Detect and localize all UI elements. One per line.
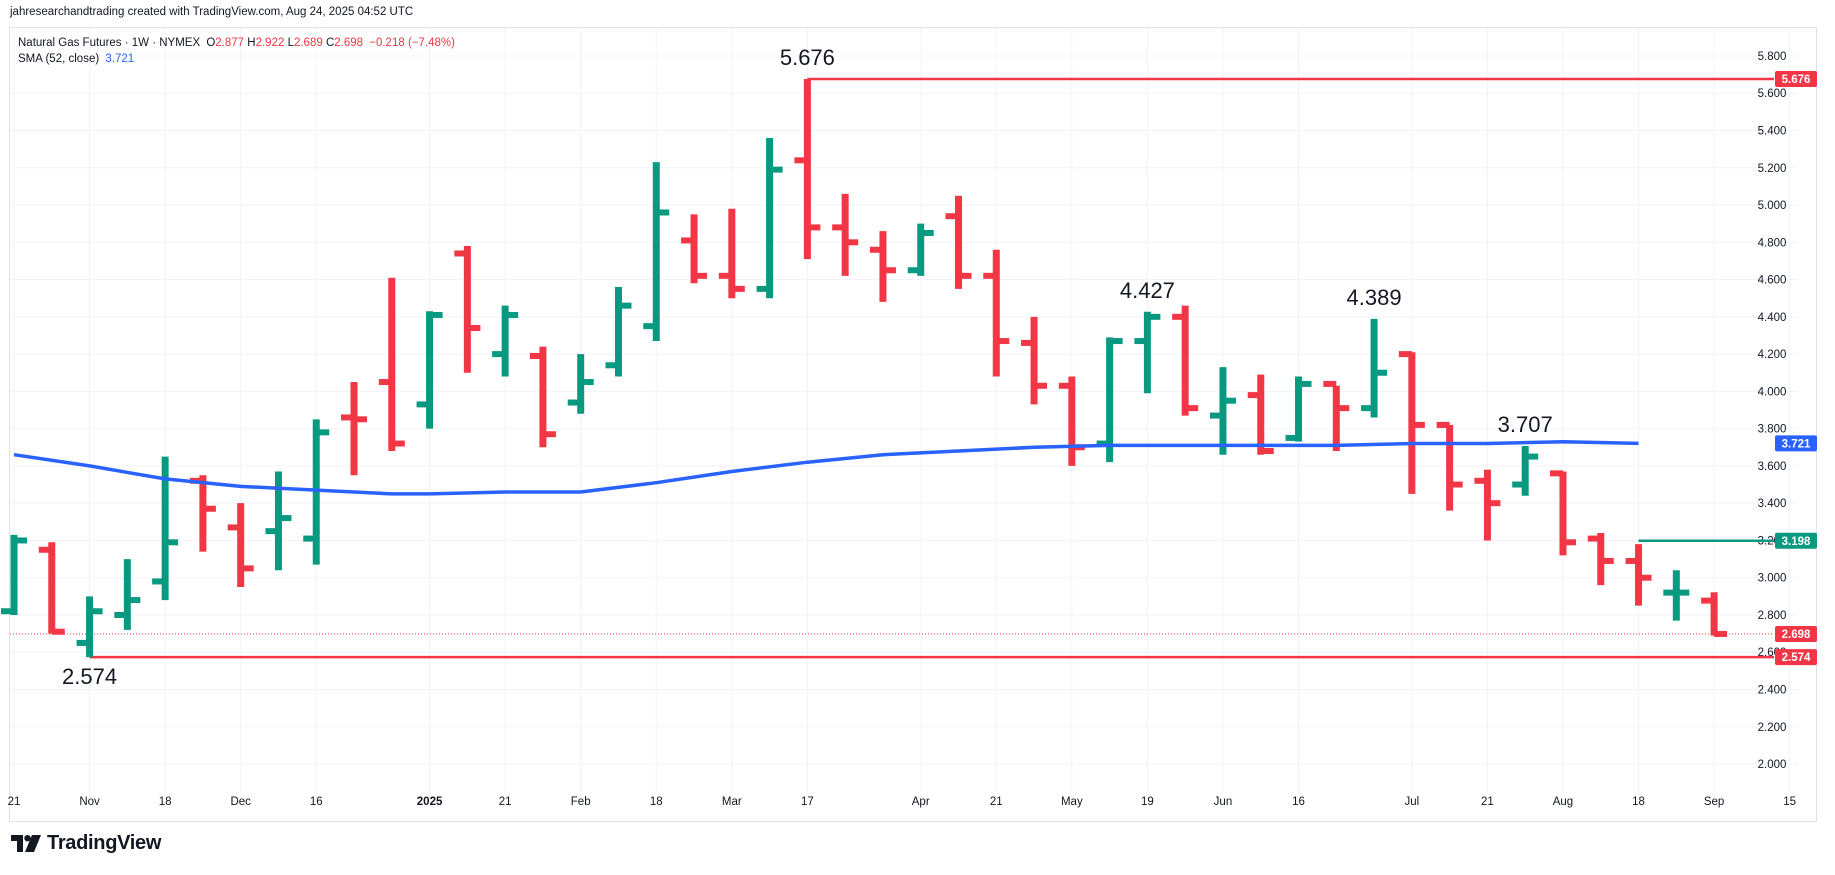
legend-sma-value: 3.721 [105,53,135,65]
price-annotation: 5.676 [780,45,835,70]
price-badge-label: 3.198 [1782,536,1811,548]
legend-open-value: 2.877 [215,37,245,49]
chart-frame [9,27,1817,822]
x-tick-label: 18 [159,796,172,808]
price-annotation: 2.574 [62,664,117,689]
x-tick-label: 21 [8,796,21,808]
tradingview-logo[interactable]: TradingView [11,832,161,855]
sma-line[interactable] [13,439,1639,496]
price-badge [1775,71,1817,88]
x-tick-label: 16 [310,796,323,808]
y-tick-label: 2.800 [1758,610,1787,622]
x-tick-label: Feb [571,796,591,808]
y-tick-label: 3.400 [1758,498,1787,510]
x-tick-label: 18 [650,796,663,808]
x-tick-label: Jun [1214,796,1233,808]
x-tick-label: 21 [499,796,512,808]
y-tick-label: 4.000 [1758,386,1787,398]
legend-sma-label[interactable]: SMA (52, close) [18,53,100,65]
price-badge [1775,532,1817,549]
y-tick-label: 3.000 [1758,573,1787,585]
price-badge-label: 5.676 [1782,74,1811,86]
x-tick-label: Sep [1704,796,1724,808]
price-annotation: 3.707 [1498,412,1553,437]
x-tick-label: Apr [912,796,930,808]
last-price-badge-label: 2.698 [1782,629,1811,641]
x-tick-label: 19 [1141,796,1154,808]
x-tick-label: 2025 [417,796,443,808]
y-tick-label: 2.200 [1758,722,1787,734]
x-tick-label: 21 [1481,796,1494,808]
y-tick-label: 4.200 [1758,349,1787,361]
y-tick-label: 5.600 [1758,88,1787,100]
legend-sma-row: SMA (52, close) 3.721 [18,51,455,67]
y-tick-label: 2.400 [1758,685,1787,697]
legend-high-label: H [247,37,256,49]
legend-ohlc-row: Natural Gas Futures · 1W · NYMEX O2.877 … [18,35,455,51]
price-badge [1775,649,1817,666]
legend-close-label: C [325,37,335,49]
tradingview-wordmark: TradingView [47,832,162,854]
x-tick-label: Nov [79,796,100,808]
price-badge-label: 2.574 [1782,652,1811,664]
y-tick-label: 3.600 [1758,461,1787,473]
x-tick-label: 16 [1292,796,1305,808]
y-tick-label: 5.000 [1758,200,1787,212]
x-tick-label: Dec [230,796,251,808]
chart-legend: Natural Gas Futures · 1W · NYMEX O2.877 … [18,35,455,67]
legend-close-value: 2.698 [334,37,364,49]
legend-symbol[interactable]: Natural Gas Futures · 1W · NYMEX [18,37,201,49]
x-tick-label: 21 [990,796,1003,808]
y-tick-label: 2.000 [1758,759,1787,771]
tradingview-logo-icon [11,835,41,852]
x-tick-label: 18 [1632,796,1645,808]
price-annotation: 4.427 [1120,278,1175,303]
y-tick-label: 5.200 [1758,163,1787,175]
legend-low-label: L [287,37,294,49]
y-tick-label: 5.400 [1758,125,1787,137]
x-tick-label: Jul [1405,796,1420,808]
legend-change-value: −0.218 (−7.48%) [369,37,455,49]
x-tick-label: 17 [801,796,814,808]
x-tick-label: Mar [722,796,742,808]
x-tick-label: Aug [1553,796,1573,808]
legend-low-value: 2.689 [293,37,323,49]
x-tick-label: May [1061,796,1083,808]
x-tick-label: 15 [1783,796,1796,808]
y-tick-label: 3.800 [1758,424,1787,436]
legend-open-label: O [206,37,216,49]
y-tick-label: 4.400 [1758,312,1787,324]
legend-high-value: 2.922 [255,37,285,49]
price-annotation: 4.389 [1347,285,1402,310]
attribution-text: jahresearchandtrading created with Tradi… [10,6,414,18]
y-tick-label: 5.800 [1758,51,1787,63]
last-price-badge [1775,625,1817,642]
y-tick-label: 4.800 [1758,237,1787,249]
sma-price-badge-label: 3.721 [1782,438,1811,450]
sma-price-badge [1775,435,1817,452]
y-tick-label: 4.600 [1758,275,1787,287]
